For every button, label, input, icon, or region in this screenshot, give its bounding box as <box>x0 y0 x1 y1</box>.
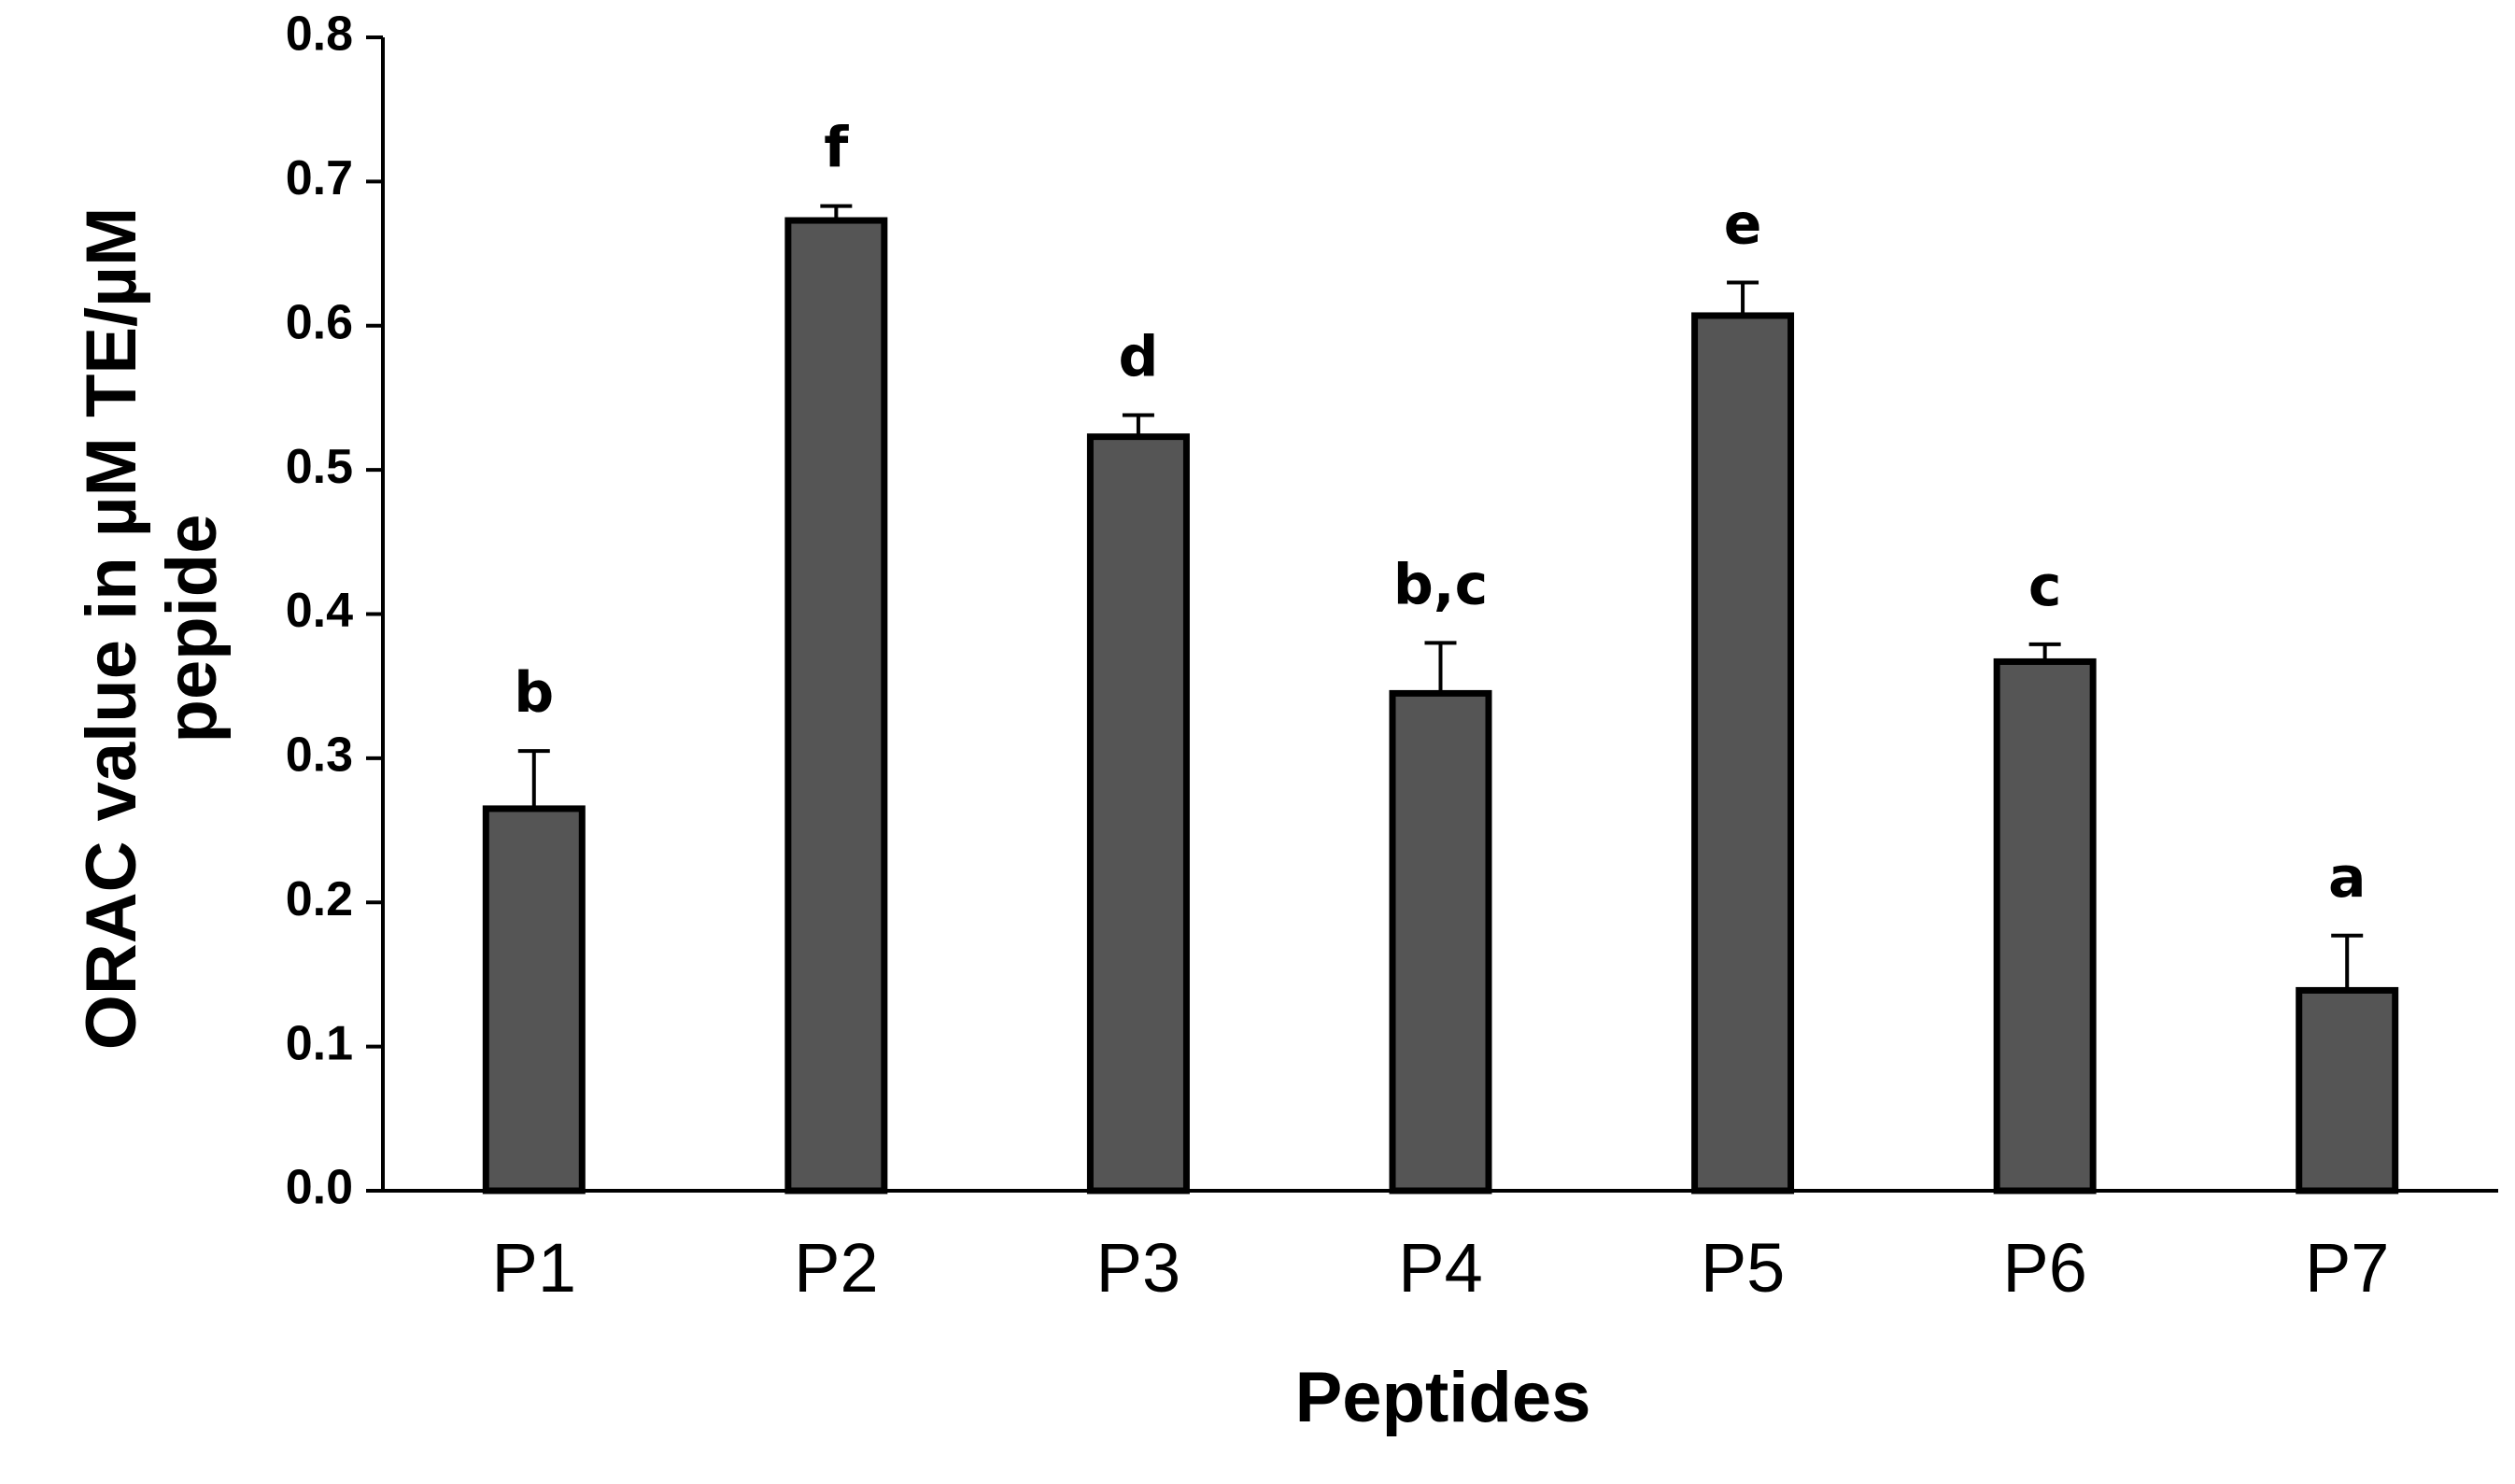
x-tick-label: P5 <box>1701 1229 1786 1307</box>
y-tick-label: 0.5 <box>286 440 353 494</box>
x-axis-tick-labels: P1 P2 P3 P4 P5 P6 P7 <box>492 1229 2390 1307</box>
x-tick-label: P1 <box>492 1229 577 1307</box>
significance-label: b,c <box>1393 552 1488 617</box>
significance-label: c <box>2028 554 2062 619</box>
significance-label: a <box>2328 845 2367 911</box>
bar-p4 <box>1389 689 1492 1194</box>
bars: b f d b,c e c a <box>482 116 2399 1194</box>
x-tick-label: P3 <box>1096 1229 1181 1307</box>
significance-label: b <box>514 660 554 726</box>
y-axis-ticks: 0.0 0.1 0.2 0.3 0.4 0.5 0.6 0.7 0.8 <box>286 7 383 1215</box>
y-axis-title-line-2: pepide <box>152 515 232 743</box>
y-axis-title-line-1: ORAC value in µM TE/µM <box>72 207 151 1051</box>
y-tick-label: 0.0 <box>286 1161 353 1215</box>
bar-p1 <box>482 805 586 1194</box>
y-tick-label: 0.4 <box>286 584 353 638</box>
x-axis-title: Peptides <box>1295 1358 1591 1437</box>
y-tick-label: 0.2 <box>286 872 353 926</box>
y-tick-label: 0.8 <box>286 7 353 62</box>
y-axis-title: ORAC value in µM TE/µM pepide <box>72 207 232 1051</box>
significance-label: e <box>1724 191 1762 257</box>
x-tick-label: P4 <box>1398 1229 1483 1307</box>
bar-p3 <box>1086 433 1190 1194</box>
y-tick-label: 0.3 <box>286 728 353 783</box>
y-tick-label: 0.7 <box>286 151 353 205</box>
bar-p5 <box>1691 312 1795 1194</box>
significance-label: f <box>824 116 849 181</box>
y-tick-label: 0.6 <box>286 295 353 349</box>
x-tick-label: P6 <box>2002 1229 2087 1307</box>
bar-p2 <box>784 217 888 1194</box>
significance-label: d <box>1118 324 1158 389</box>
y-tick-label: 0.1 <box>286 1016 353 1070</box>
bar-p6 <box>1993 657 2097 1194</box>
x-tick-label: P7 <box>2305 1229 2390 1307</box>
x-tick-label: P2 <box>794 1229 879 1307</box>
bar-p7 <box>2296 986 2399 1194</box>
